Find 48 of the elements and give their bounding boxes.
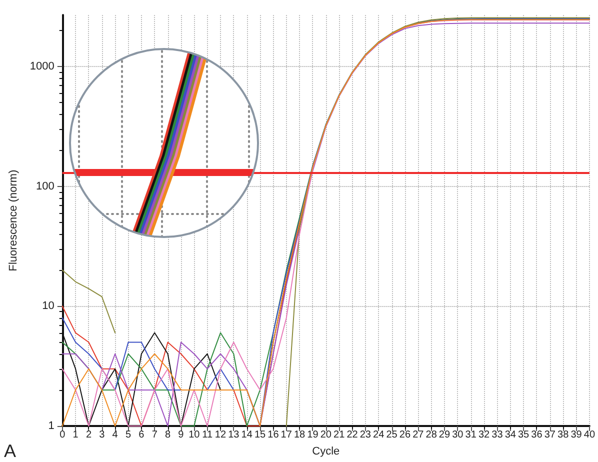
x-tick-label: 31 xyxy=(465,430,477,440)
text: A xyxy=(4,441,16,461)
x-tick-label: 7 xyxy=(152,430,158,440)
y-axis-title: Fluorescence (norm) xyxy=(8,170,20,272)
x-tick-label: 18 xyxy=(294,430,306,440)
x-tick-label: 23 xyxy=(360,430,372,440)
x-tick-label: 5 xyxy=(125,430,132,440)
x-tick-label: 11 xyxy=(202,430,213,440)
x-tick-label: 28 xyxy=(426,430,438,440)
x-tick-label: 3 xyxy=(99,430,106,440)
x-tick-label: 34 xyxy=(504,430,516,440)
x-tick-label: 37 xyxy=(544,430,556,440)
x-tick-label: 21 xyxy=(334,430,346,440)
x-tick-label: 33 xyxy=(492,430,504,440)
x-tick-label: 1 xyxy=(72,430,79,440)
x-tick-label: 27 xyxy=(412,430,424,440)
x-tick-label: 0 xyxy=(60,430,66,440)
y-tick-label: 1 xyxy=(48,420,54,432)
y-tick-label: 100 xyxy=(36,180,54,192)
x-tick-label: 29 xyxy=(438,430,450,440)
x-axis-title: Cycle xyxy=(312,446,340,458)
x-tick-label: 6 xyxy=(138,430,145,440)
x-tick-label: 39 xyxy=(570,430,582,440)
x-tick-label: 17 xyxy=(280,430,292,440)
x-tick-label: 13 xyxy=(228,430,240,440)
x-tick-label: 9 xyxy=(178,430,184,440)
x-tick-label: 32 xyxy=(478,430,490,440)
x-tick-label: 26 xyxy=(399,430,411,440)
x-tick-label: 38 xyxy=(558,430,570,440)
y-tick-label: 10 xyxy=(42,300,54,312)
x-tick-label: 25 xyxy=(386,430,398,440)
y-tick-label: 1000 xyxy=(30,60,54,73)
x-tick-label: 30 xyxy=(452,430,464,440)
x-tick-label: 14 xyxy=(241,430,253,440)
x-tick-label: 35 xyxy=(518,430,530,440)
x-tick-label: 20 xyxy=(320,430,332,440)
x-tick-label: 40 xyxy=(584,430,596,440)
x-tick-label: 16 xyxy=(268,430,280,440)
x-tick-label: 12 xyxy=(214,430,226,440)
x-tick-label: 19 xyxy=(307,430,319,440)
x-tick-label: 36 xyxy=(531,430,543,440)
x-tick-label: 10 xyxy=(188,430,200,440)
x-tick-label: 15 xyxy=(254,430,266,440)
x-tick-label: 22 xyxy=(346,430,358,440)
x-tick-label: 2 xyxy=(86,430,92,440)
x-tick-label: 8 xyxy=(165,430,172,440)
x-tick-label: 24 xyxy=(373,430,385,440)
x-tick-label: 4 xyxy=(112,430,118,440)
